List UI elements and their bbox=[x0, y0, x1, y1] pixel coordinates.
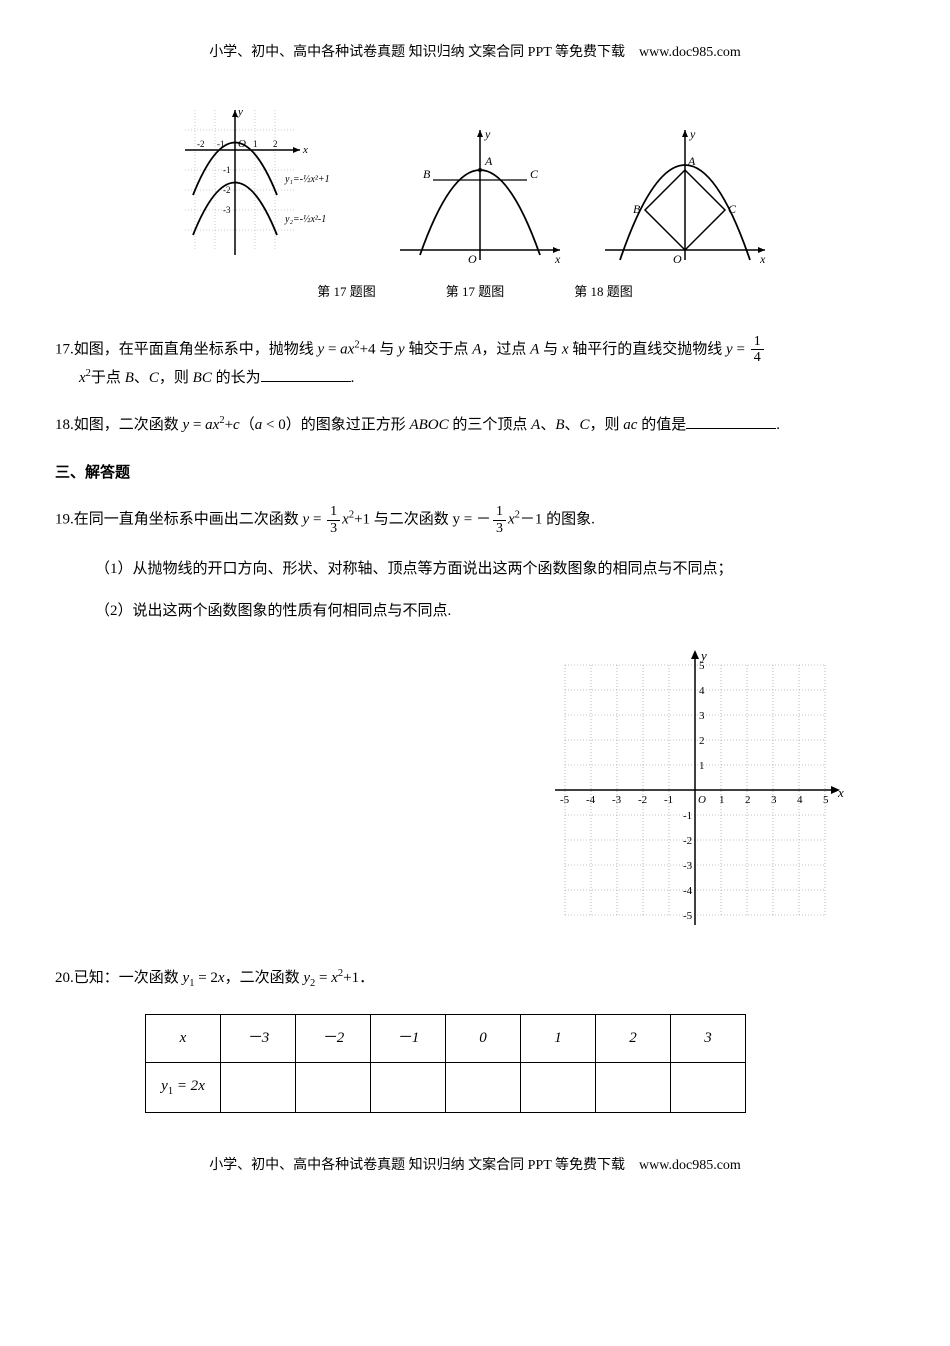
svg-text:3: 3 bbox=[699, 710, 705, 722]
table-cell: 0 bbox=[446, 1015, 521, 1063]
table-cell: －2 bbox=[296, 1015, 371, 1063]
svg-text:-1: -1 bbox=[664, 794, 673, 806]
svg-text:x: x bbox=[759, 252, 766, 266]
table-row: x －3 －2 －1 0 1 2 3 bbox=[146, 1015, 746, 1063]
table-cell bbox=[596, 1063, 671, 1113]
svg-text:1: 1 bbox=[699, 760, 705, 772]
page-footer: 小学、初中、高中各种试卷真题 知识归纳 文案合同 PPT 等免费下载 www.d… bbox=[55, 1153, 895, 1178]
svg-text:-3: -3 bbox=[223, 205, 231, 215]
svg-text:y₁=-½x²+1: y₁=-½x²+1 bbox=[284, 174, 330, 185]
svg-text:C: C bbox=[530, 167, 539, 181]
svg-text:-5: -5 bbox=[683, 910, 693, 922]
svg-text:4: 4 bbox=[797, 794, 803, 806]
svg-text:-3: -3 bbox=[612, 794, 622, 806]
figure-label-2: 第 17 题图 bbox=[446, 280, 505, 303]
svg-text:-2: -2 bbox=[223, 185, 231, 195]
svg-text:-4: -4 bbox=[586, 794, 596, 806]
table-cell bbox=[521, 1063, 596, 1113]
question-19: 19.在同一直角坐标系中画出二次函数 y = 13x2+1 与二次函数 y = … bbox=[55, 504, 895, 536]
table-cell bbox=[446, 1063, 521, 1113]
svg-text:x: x bbox=[302, 144, 308, 156]
svg-text:B: B bbox=[423, 167, 431, 181]
svg-text:O: O bbox=[468, 252, 477, 266]
svg-text:-1: -1 bbox=[217, 139, 225, 149]
table-cell bbox=[371, 1063, 446, 1113]
data-table: x －3 －2 －1 0 1 2 3 y1 = 2x bbox=[145, 1014, 746, 1113]
figure-label-3: 第 18 题图 bbox=[574, 280, 633, 303]
table-header-x: x bbox=[146, 1015, 221, 1063]
question-19-sub2: （2）说出这两个函数图象的性质有何相同点与不同点. bbox=[55, 598, 895, 625]
svg-text:3: 3 bbox=[771, 794, 777, 806]
svg-text:A: A bbox=[687, 154, 696, 168]
blank-17 bbox=[261, 367, 351, 382]
coordinate-grid-container: -5-4 -3-2 -1 O 12 34 5 54 32 1 -1-2 -3-4… bbox=[55, 645, 895, 935]
table-cell: 2 bbox=[596, 1015, 671, 1063]
svg-text:y: y bbox=[237, 106, 243, 118]
svg-text:2: 2 bbox=[745, 794, 751, 806]
figure-18: A B C O x y bbox=[595, 120, 775, 270]
svg-text:4: 4 bbox=[699, 685, 705, 697]
table-row: y1 = 2x bbox=[146, 1063, 746, 1113]
section-3-title: 三、解答题 bbox=[55, 459, 895, 486]
svg-text:y: y bbox=[484, 127, 491, 141]
figure-17a: O x y -2 -1 1 2 -1 -2 -3 y₁=-½x²+1 y₂=-½x²-… bbox=[175, 100, 365, 270]
table-cell: －3 bbox=[221, 1015, 296, 1063]
svg-text:x: x bbox=[554, 252, 561, 266]
question-20: 20.已知：一次函数 y1 = 2x，二次函数 y2 = x2+1． bbox=[55, 965, 895, 994]
svg-text:O: O bbox=[698, 794, 706, 806]
svg-text:-3: -3 bbox=[683, 860, 693, 872]
svg-text:O: O bbox=[238, 138, 246, 150]
svg-text:-1: -1 bbox=[223, 165, 231, 175]
table-cell bbox=[671, 1063, 746, 1113]
svg-text:2: 2 bbox=[699, 735, 705, 747]
table-cell: 3 bbox=[671, 1015, 746, 1063]
figure-label-1: 第 17 题图 bbox=[317, 280, 376, 303]
svg-text:-2: -2 bbox=[197, 139, 205, 149]
page-header: 小学、初中、高中各种试卷真题 知识归纳 文案合同 PPT 等免费下载 www.d… bbox=[55, 40, 895, 65]
svg-text:B: B bbox=[633, 202, 641, 216]
table-cell: 1 bbox=[521, 1015, 596, 1063]
blank-18 bbox=[686, 414, 776, 429]
coordinate-grid: -5-4 -3-2 -1 O 12 34 5 54 32 1 -1-2 -3-4… bbox=[545, 645, 845, 935]
table-header-y1: y1 = 2x bbox=[146, 1063, 221, 1113]
question-18: 18.如图，二次函数 y = ax2+c（a < 0）的图象过正方形 ABOC … bbox=[55, 412, 895, 439]
svg-text:-2: -2 bbox=[638, 794, 647, 806]
svg-text:C: C bbox=[728, 202, 737, 216]
question-17: 17.如图，在平面直角坐标系中，抛物线 y = ax2+4 与 y 轴交于点 A… bbox=[55, 334, 895, 393]
svg-text:y: y bbox=[689, 127, 696, 141]
svg-text:y: y bbox=[699, 648, 707, 663]
svg-text:5: 5 bbox=[823, 794, 829, 806]
svg-text:x: x bbox=[837, 785, 844, 800]
svg-text:-4: -4 bbox=[683, 885, 693, 897]
table-cell bbox=[221, 1063, 296, 1113]
svg-text:2: 2 bbox=[273, 139, 278, 149]
svg-text:-1: -1 bbox=[683, 810, 692, 822]
figure-17b: A B C O x y bbox=[390, 120, 570, 270]
svg-text:-5: -5 bbox=[560, 794, 570, 806]
table-cell: －1 bbox=[371, 1015, 446, 1063]
figure-labels: 第 17 题图 第 17 题图 第 18 题图 bbox=[55, 280, 895, 303]
svg-text:1: 1 bbox=[719, 794, 725, 806]
svg-text:A: A bbox=[484, 154, 493, 168]
svg-text:-2: -2 bbox=[683, 835, 692, 847]
figures-row: O x y -2 -1 1 2 -1 -2 -3 y₁=-½x²+1 y₂=-½x²-… bbox=[55, 100, 895, 270]
table-cell bbox=[296, 1063, 371, 1113]
svg-text:1: 1 bbox=[253, 139, 258, 149]
svg-text:y₂=-½x²-1: y₂=-½x²-1 bbox=[284, 214, 326, 225]
question-19-sub1: （1）从抛物线的开口方向、形状、对称轴、顶点等方面说出这两个函数图象的相同点与不… bbox=[55, 556, 895, 583]
svg-text:O: O bbox=[673, 252, 682, 266]
